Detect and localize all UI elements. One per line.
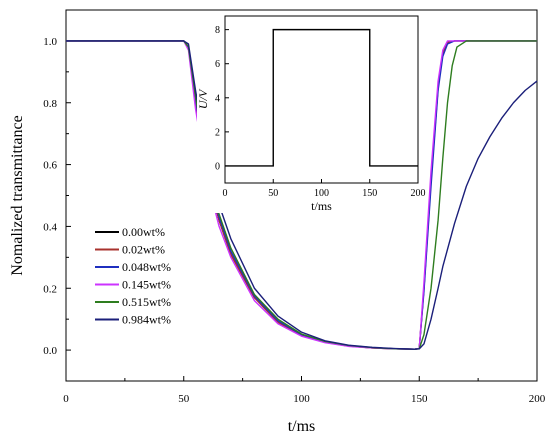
main-x-tick-label: 50: [178, 393, 190, 405]
main-y-tick-label: 0.0: [43, 345, 57, 357]
main-y-axis-title: Nomalized transmittance: [9, 115, 26, 275]
main-y-tick-label: 0.6: [43, 160, 57, 172]
inset-y-tick-label: 0: [215, 161, 220, 172]
inset-x-tick-label: 50: [268, 188, 278, 199]
inset-background: [197, 12, 424, 213]
inset-y-tick-label: 6: [215, 59, 220, 70]
inset-x-tick-label: 150: [362, 188, 377, 199]
inset-y-tick-label: 4: [215, 93, 220, 104]
main-x-axis-title: t/ms: [288, 418, 316, 435]
legend-label: 0.515wt%: [122, 295, 171, 309]
inset-x-tick-label: 100: [314, 188, 329, 199]
main-y-tick-label: 0.8: [43, 98, 57, 110]
main-y-tick-label: 0.4: [43, 221, 57, 233]
inset-y-tick-label: 2: [215, 127, 220, 138]
inset-y-axis-title: U/V: [196, 88, 210, 109]
legend: 0.00wt% 0.02wt% 0.048wt% 0.145wt% 0.515wt% 0.…: [95, 225, 171, 327]
legend-label: 0.00wt%: [122, 225, 165, 239]
legend-label: 0.145wt%: [122, 278, 171, 292]
inset-series-line-0: [225, 28, 418, 167]
main-y-tick-label: 1.0: [43, 36, 57, 48]
legend-label: 0.02wt%: [122, 243, 165, 257]
inset-ticks: 0 50 100 150 200 0 2 4 6 8: [215, 25, 426, 199]
main-x-tick-label: 200: [529, 393, 546, 405]
inset-y-tick-label: 8: [215, 25, 220, 36]
main-y-tick-label: 0.2: [43, 283, 57, 295]
inset-x-tick-label: 200: [411, 188, 426, 199]
main-x-tick-label: 150: [411, 393, 428, 405]
legend-label: 0.048wt%: [122, 260, 171, 274]
main-x-tick-label: 100: [293, 393, 310, 405]
main-x-tick-label: 0: [63, 393, 69, 405]
inset-x-tick-label: 0: [223, 188, 228, 199]
inset-x-axis-title: t/ms: [311, 199, 332, 213]
legend-label: 0.984wt%: [122, 313, 171, 327]
inset-series: [225, 28, 418, 167]
